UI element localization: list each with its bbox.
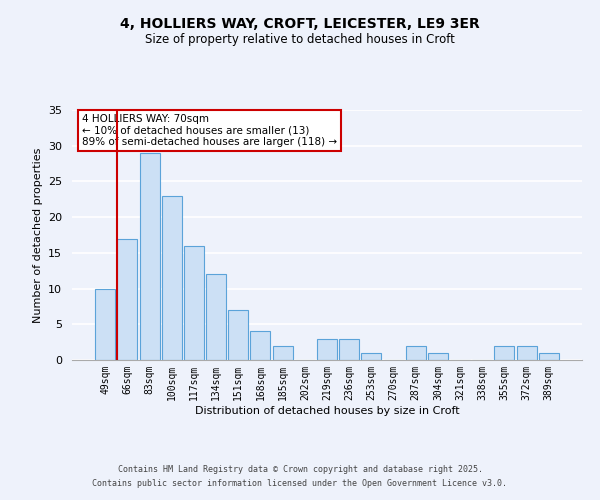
Text: 4 HOLLIERS WAY: 70sqm
← 10% of detached houses are smaller (13)
89% of semi-deta: 4 HOLLIERS WAY: 70sqm ← 10% of detached …	[82, 114, 337, 147]
Bar	[494, 346, 514, 360]
Text: Size of property relative to detached houses in Croft: Size of property relative to detached ho…	[145, 32, 455, 46]
Bar	[272, 346, 293, 360]
Text: 4, HOLLIERS WAY, CROFT, LEICESTER, LE9 3ER: 4, HOLLIERS WAY, CROFT, LEICESTER, LE9 3…	[120, 18, 480, 32]
Bar	[317, 338, 337, 360]
Bar	[118, 238, 137, 360]
Bar	[517, 346, 536, 360]
Bar	[95, 288, 115, 360]
Bar	[361, 353, 382, 360]
Y-axis label: Number of detached properties: Number of detached properties	[32, 148, 43, 322]
Text: Contains HM Land Registry data © Crown copyright and database right 2025.
Contai: Contains HM Land Registry data © Crown c…	[92, 466, 508, 487]
Bar	[184, 246, 204, 360]
Bar	[339, 338, 359, 360]
Bar	[162, 196, 182, 360]
Bar	[228, 310, 248, 360]
Bar	[140, 153, 160, 360]
Bar	[539, 353, 559, 360]
Bar	[406, 346, 426, 360]
Bar	[428, 353, 448, 360]
Bar	[250, 332, 271, 360]
Bar	[206, 274, 226, 360]
X-axis label: Distribution of detached houses by size in Croft: Distribution of detached houses by size …	[194, 406, 460, 415]
